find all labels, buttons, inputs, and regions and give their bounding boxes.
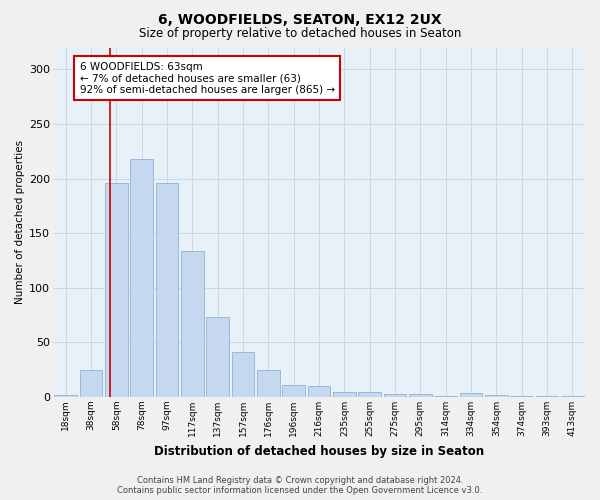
Text: 6 WOODFIELDS: 63sqm
← 7% of detached houses are smaller (63)
92% of semi-detache: 6 WOODFIELDS: 63sqm ← 7% of detached hou… — [80, 62, 335, 95]
Bar — [257, 370, 280, 397]
Bar — [283, 385, 305, 397]
Text: Contains HM Land Registry data © Crown copyright and database right 2024.
Contai: Contains HM Land Registry data © Crown c… — [118, 476, 482, 495]
Bar — [409, 394, 432, 397]
Y-axis label: Number of detached properties: Number of detached properties — [15, 140, 25, 304]
Text: 6, WOODFIELDS, SEATON, EX12 2UX: 6, WOODFIELDS, SEATON, EX12 2UX — [158, 12, 442, 26]
Bar — [485, 395, 508, 397]
Bar — [206, 318, 229, 397]
Bar — [181, 250, 204, 397]
Bar — [80, 370, 103, 397]
Bar — [232, 352, 254, 397]
Text: Size of property relative to detached houses in Seaton: Size of property relative to detached ho… — [139, 28, 461, 40]
Bar — [561, 396, 584, 397]
Bar — [155, 183, 178, 397]
Bar — [434, 396, 457, 397]
Bar — [105, 183, 128, 397]
Bar — [510, 396, 533, 397]
Bar — [130, 159, 153, 397]
Bar — [55, 395, 77, 397]
Bar — [536, 396, 559, 397]
Bar — [333, 392, 356, 397]
Bar — [308, 386, 331, 397]
Bar — [383, 394, 406, 397]
X-axis label: Distribution of detached houses by size in Seaton: Distribution of detached houses by size … — [154, 444, 484, 458]
Bar — [460, 392, 482, 397]
Bar — [358, 392, 381, 397]
